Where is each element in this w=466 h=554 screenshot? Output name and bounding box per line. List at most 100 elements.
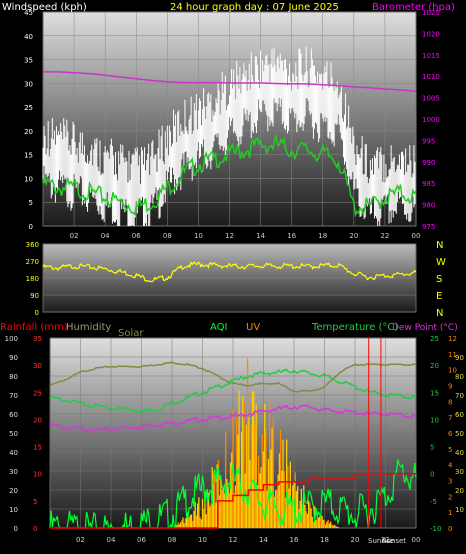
wind-x-tick-label: 22 xyxy=(380,232,389,240)
wind-x-tick-label: 02 xyxy=(70,232,79,240)
barometer-tick-label: 995 xyxy=(422,137,435,145)
temperature-tick-label: -10 xyxy=(430,525,441,533)
direction-label-e: E xyxy=(436,291,442,302)
barometer-axis-label: Barometer (hpa) xyxy=(372,2,455,13)
temperature-tick-label: 15 xyxy=(430,389,439,397)
humidity-tick-label: 60 xyxy=(9,411,18,419)
aqi-label: AQI xyxy=(210,322,228,333)
uv-tick-label: 6 xyxy=(448,430,453,438)
wind-x-tick-label: 10 xyxy=(194,232,203,240)
rain-tick-label: 20 xyxy=(33,416,42,424)
wind-x-tick-label: 18 xyxy=(318,232,327,240)
direction-tick-label: 90 xyxy=(30,292,39,300)
rain-tick-label: 30 xyxy=(33,362,42,370)
aqi-tick-label: 20 xyxy=(455,487,464,495)
env-x-tick-label: 12 xyxy=(229,536,238,544)
wind-x-tick-label: 12 xyxy=(225,232,234,240)
rain-tick-label: 25 xyxy=(33,389,42,397)
humidity-tick-label: 70 xyxy=(9,392,18,400)
direction-tick-label: 360 xyxy=(26,241,39,249)
rainfall-line xyxy=(50,472,416,529)
humidity-tick-label: 30 xyxy=(9,468,18,476)
direction-panel-grid xyxy=(43,243,416,313)
temperature-tick-label: 20 xyxy=(430,362,439,370)
humidity-tick-label: 0 xyxy=(14,525,18,533)
env-x-tick-label: 22 xyxy=(381,536,390,544)
wind-panel-grid xyxy=(43,11,417,227)
uv-tick-label: 2 xyxy=(448,493,452,501)
temperature-tick-label: 10 xyxy=(430,416,439,424)
wind-x-tick-label: 08 xyxy=(163,232,172,240)
barometer-tick-label: 1015 xyxy=(422,52,440,60)
uv-tick-label: 3 xyxy=(448,478,452,486)
uv-tick-label: 5 xyxy=(448,446,452,454)
wind-x-tick-label: 06 xyxy=(132,232,141,240)
barometer-tick-label: 980 xyxy=(422,202,435,210)
env-x-tick-label: 10 xyxy=(198,536,207,544)
rain-tick-label: 0 xyxy=(33,525,37,533)
env-x-tick-label: 00 xyxy=(412,536,421,544)
barometer-tick-label: 975 xyxy=(422,223,435,231)
uv-tick-label: 12 xyxy=(448,335,457,343)
aqi-tick-label: 50 xyxy=(455,430,464,438)
wind-tick-label: 0 xyxy=(29,223,33,231)
uv-tick-label: 9 xyxy=(448,383,452,391)
aqi-tick-label: 10 xyxy=(455,506,464,514)
barometer-tick-label: 1025 xyxy=(422,9,440,17)
env-panel-series xyxy=(49,338,417,530)
barometer-tick-label: 990 xyxy=(422,159,435,167)
rain-tick-label: 5 xyxy=(33,498,37,506)
humidity-label: Humidity xyxy=(66,322,111,333)
temperature-tick-label: 0 xyxy=(430,471,434,479)
wind-x-tick-label: 04 xyxy=(101,232,110,240)
direction-label-n-bottom: N xyxy=(436,308,443,319)
rain-tick-label: 35 xyxy=(33,335,42,343)
direction-label-n-top: N xyxy=(436,240,443,251)
env-x-tick-label: 02 xyxy=(76,536,85,544)
aqi-tick-label: 90 xyxy=(455,354,464,362)
uv-tick-label: 8 xyxy=(448,398,452,406)
env-x-tick-label: 08 xyxy=(168,536,177,544)
wind-x-tick-label: 14 xyxy=(256,232,265,240)
barometer-tick-label: 1010 xyxy=(422,73,440,81)
sunrise-label: Sunrise xyxy=(368,537,394,545)
uv-tick-label: 1 xyxy=(448,509,452,517)
uv-tick-label: 7 xyxy=(448,414,452,422)
aqi-tick-label: 60 xyxy=(455,411,464,419)
humidity-tick-label: 10 xyxy=(9,506,18,514)
direction-label-s: S xyxy=(436,274,442,285)
humidity-tick-label: 20 xyxy=(9,487,18,495)
humidity-tick-label: 40 xyxy=(9,449,18,457)
temperature-label: Temperature (°C) xyxy=(311,322,398,333)
temperature-tick-label: -5 xyxy=(430,498,437,506)
temperature-tick-label: 25 xyxy=(430,335,439,343)
env-x-tick-label: 06 xyxy=(137,536,146,544)
dew-point-label: Dew Point (°C) xyxy=(392,323,458,333)
wind-x-tick-label: 16 xyxy=(287,232,296,240)
wind-tick-label: 30 xyxy=(24,80,33,88)
direction-tick-label: 270 xyxy=(26,258,39,266)
humidity-line xyxy=(49,361,417,393)
wind-tick-label: 45 xyxy=(24,9,33,17)
env-x-tick-label: 14 xyxy=(259,536,268,544)
wind-tick-label: 40 xyxy=(24,33,33,41)
chart-title: 24 hour graph day : 07 June 2025 xyxy=(170,2,339,13)
uv-tick-label: 4 xyxy=(448,462,453,470)
wind-tick-label: 5 xyxy=(29,199,33,207)
barometer-tick-label: 1000 xyxy=(422,116,440,124)
direction-tick-label: 180 xyxy=(26,275,39,283)
wind-x-tick-label: 20 xyxy=(349,232,358,240)
wind-tick-label: 15 xyxy=(24,152,33,160)
dew-point-line xyxy=(49,404,417,433)
wind-panel-series xyxy=(42,46,417,226)
barometer-tick-label: 985 xyxy=(422,180,435,188)
barometer-tick-label: 1020 xyxy=(422,30,440,38)
humidity-tick-label: 90 xyxy=(9,354,18,362)
humidity-tick-label: 50 xyxy=(9,430,18,438)
humidity-tick-label: 80 xyxy=(9,373,18,381)
env-x-tick-label: 20 xyxy=(351,536,360,544)
wind-direction-line xyxy=(42,261,417,283)
env-x-tick-label: 16 xyxy=(290,536,299,544)
